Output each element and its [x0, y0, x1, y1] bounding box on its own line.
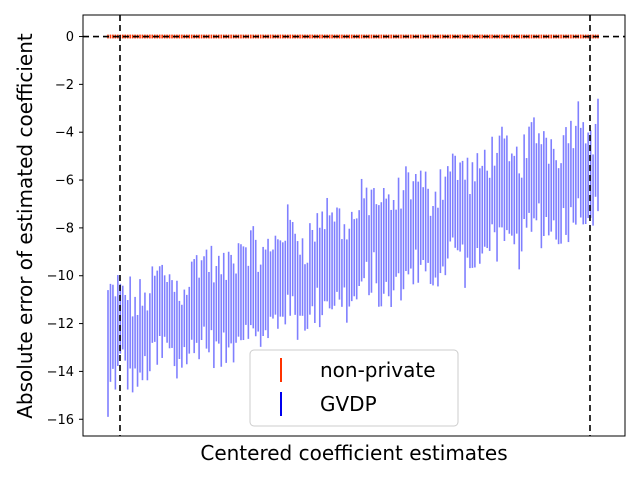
y-axis-ticks: 0 −2 −4 −6 −8 −10 −12 −14 −16 [47, 30, 83, 428]
y-tick-label: −10 [47, 269, 74, 284]
y-tick-label: −6 [55, 174, 74, 189]
gvdp-error-bars [107, 98, 599, 417]
legend-box [249, 349, 459, 427]
x-axis-title: Centered coefficient estimates [200, 441, 507, 465]
y-tick-label: −4 [55, 126, 74, 141]
plot-frame [82, 14, 626, 437]
y-tick-label: −2 [55, 78, 74, 93]
y-tick-label: −12 [47, 317, 74, 332]
y-tick-label: 0 [66, 30, 74, 45]
reference-lines [83, 15, 625, 436]
y-tick-label: −14 [47, 365, 74, 380]
legend-non-private-label: non-private [320, 358, 436, 382]
y-axis-title: Absolute error of estimated coefficient [13, 33, 37, 419]
legend: non-private GVDP [249, 349, 459, 427]
y-tick-label: −16 [47, 413, 74, 428]
y-tick-label: −8 [55, 221, 74, 236]
legend-gvdp-label: GVDP [320, 392, 377, 416]
